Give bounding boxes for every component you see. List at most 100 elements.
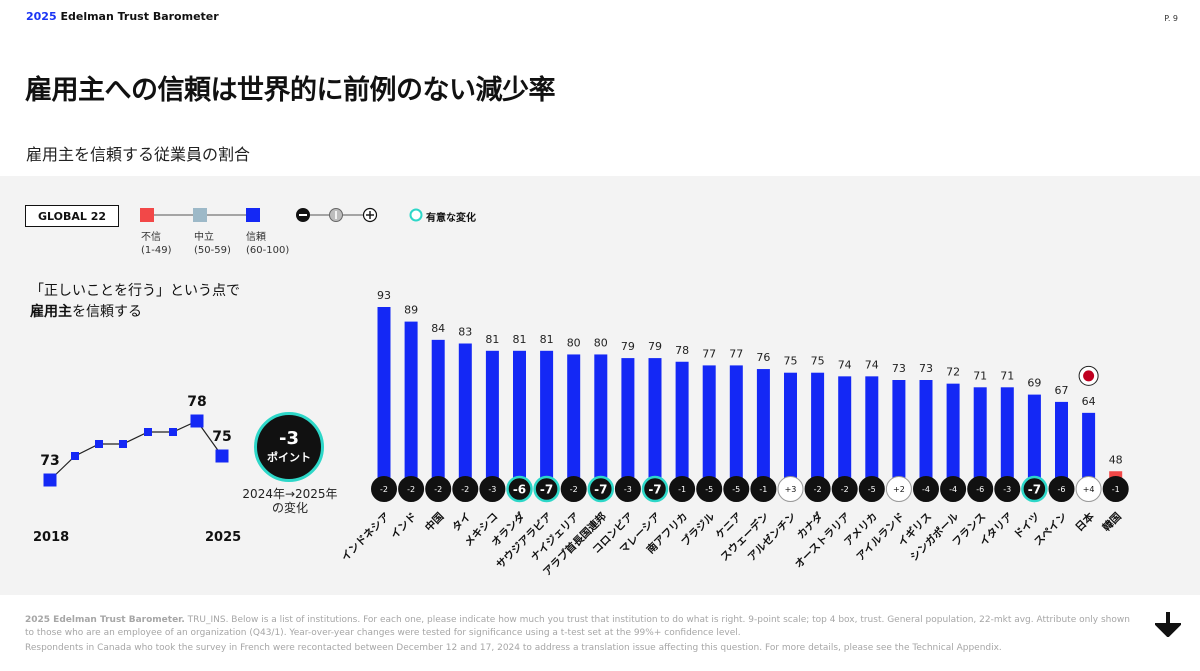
next-arrow-icon[interactable] [1155, 611, 1181, 637]
change-dot-25 [1048, 476, 1075, 502]
bar-value-label-9: 79 [621, 340, 635, 353]
legend-trust-range: (60-100) [246, 245, 290, 256]
brand-name: Edelman Trust Barometer [60, 10, 219, 23]
change-dot-label-11: -1 [678, 485, 686, 494]
change-dot-label-21: -4 [949, 485, 957, 494]
bar-value-label-15: 75 [784, 355, 798, 368]
bar-value-label-26: 64 [1082, 395, 1096, 408]
brand-year: 2025 [26, 10, 57, 23]
legend-significant-label: 有意な変化 [426, 213, 476, 224]
change-dot-label-5: -6 [513, 483, 526, 497]
change-dot-label-3: -2 [461, 485, 469, 494]
country-label-26: 日本 [1073, 510, 1097, 534]
change-dot-27 [1102, 476, 1129, 502]
bar-value-label-20: 73 [919, 362, 933, 375]
legend-scale [140, 207, 423, 223]
bar-11 [675, 361, 689, 489]
bar-value-label-12: 77 [702, 347, 716, 360]
change-dot-21 [940, 476, 967, 502]
legend-distrust-swatch [140, 208, 154, 222]
country-label-3: タイ [450, 511, 473, 534]
trend-point-6 [190, 414, 204, 428]
change-dot-3 [452, 476, 479, 502]
change-dot-7 [560, 476, 587, 502]
change-badge: -3 ポイント [254, 412, 324, 482]
change-dot-20 [913, 476, 939, 502]
change-dot-label-22: -6 [976, 485, 984, 494]
bar-23 [1000, 387, 1014, 489]
change-unit: ポイント [267, 451, 311, 464]
page-number: P. 9 [1164, 14, 1178, 23]
bar-value-label-11: 78 [675, 344, 689, 357]
bar-14 [756, 369, 770, 489]
trend-start-year: 2018 [33, 530, 70, 545]
trend-point-1 [71, 452, 79, 460]
country-label-1: インド [388, 511, 419, 542]
change-dot-label-25: -6 [1058, 485, 1066, 494]
change-dot-0 [371, 476, 397, 502]
bar-value-label-25: 67 [1055, 384, 1069, 397]
change-dot-18 [858, 476, 885, 502]
change-dot-12 [696, 476, 723, 502]
significant-change-icon [409, 208, 423, 222]
change-dot-label-26: +4 [1083, 485, 1095, 494]
change-dot-23 [994, 476, 1021, 502]
bar-value-label-8: 80 [594, 336, 608, 349]
page-subtitle: 雇用主を信頼する従業員の割合 [26, 145, 251, 164]
change-dot-24 [1021, 475, 1048, 503]
bar-0 [377, 307, 391, 489]
bar-15 [784, 372, 797, 489]
bar-value-label-24: 69 [1027, 377, 1041, 390]
bar-value-label-3: 83 [458, 326, 472, 339]
bar-value-label-18: 74 [865, 358, 879, 371]
country-label-27: 韓国 [1100, 510, 1124, 534]
country-label-0: インドネシア [339, 510, 392, 563]
legend-trust-label: 信頼 [246, 232, 266, 243]
change-dot-label-14: -1 [759, 485, 767, 494]
change-dot-label-4: -3 [488, 485, 496, 494]
bar-24 [1027, 394, 1041, 489]
change-dot-19 [885, 476, 912, 502]
bar-value-label-10: 79 [648, 340, 662, 353]
bar-value-label-2: 84 [431, 322, 445, 335]
change-dot-4 [479, 476, 506, 502]
change-dot-label-23: -3 [1003, 485, 1011, 494]
global-badge: GLOBAL 22 [25, 205, 119, 227]
legend-distrust-range: (1-49) [141, 245, 172, 256]
bar-25 [1055, 401, 1068, 489]
bar-6 [540, 350, 554, 489]
trend-point-7 [215, 449, 229, 463]
change-dot-5 [506, 475, 533, 503]
change-dot-26 [1075, 476, 1102, 502]
bar-16 [811, 372, 825, 489]
change-dot-label-2: -2 [434, 485, 442, 494]
bar-19 [892, 380, 906, 489]
trend-point-4 [144, 428, 152, 436]
change-dot-14 [750, 476, 777, 502]
question-line-1: 「正しいことを行う」という点で [30, 283, 240, 299]
bar-value-label-7: 80 [567, 336, 581, 349]
change-dot-label-10: -7 [648, 483, 661, 497]
bar-1 [404, 321, 418, 489]
change-dot-22 [967, 476, 994, 502]
bar-12 [702, 365, 716, 489]
bar-9 [621, 358, 635, 489]
change-caption-1: 2024年→2025年 [242, 487, 338, 501]
change-value: -3 [279, 428, 299, 449]
change-dot-1 [398, 476, 425, 502]
bar-17 [838, 376, 852, 489]
bar-20 [919, 380, 933, 489]
trend-point-5 [169, 428, 177, 436]
page-title: 雇用主への信頼は世界的に前例のない減少率 [25, 75, 556, 106]
footnote-source: 2025 Edelman Trust Barometer. TRU_INS. B… [25, 614, 1135, 640]
trend-end-year: 2025 [205, 530, 242, 545]
bar-value-label-1: 89 [404, 304, 418, 317]
trend-label-last: 75 [212, 429, 231, 445]
bar-3 [458, 343, 472, 489]
change-dot-label-7: -2 [570, 485, 578, 494]
bar-value-label-16: 75 [811, 355, 825, 368]
change-dot-17 [831, 476, 858, 502]
bar-value-label-19: 73 [892, 362, 906, 375]
change-dot-label-15: +3 [785, 485, 797, 494]
change-dot-label-12: -5 [705, 485, 713, 494]
